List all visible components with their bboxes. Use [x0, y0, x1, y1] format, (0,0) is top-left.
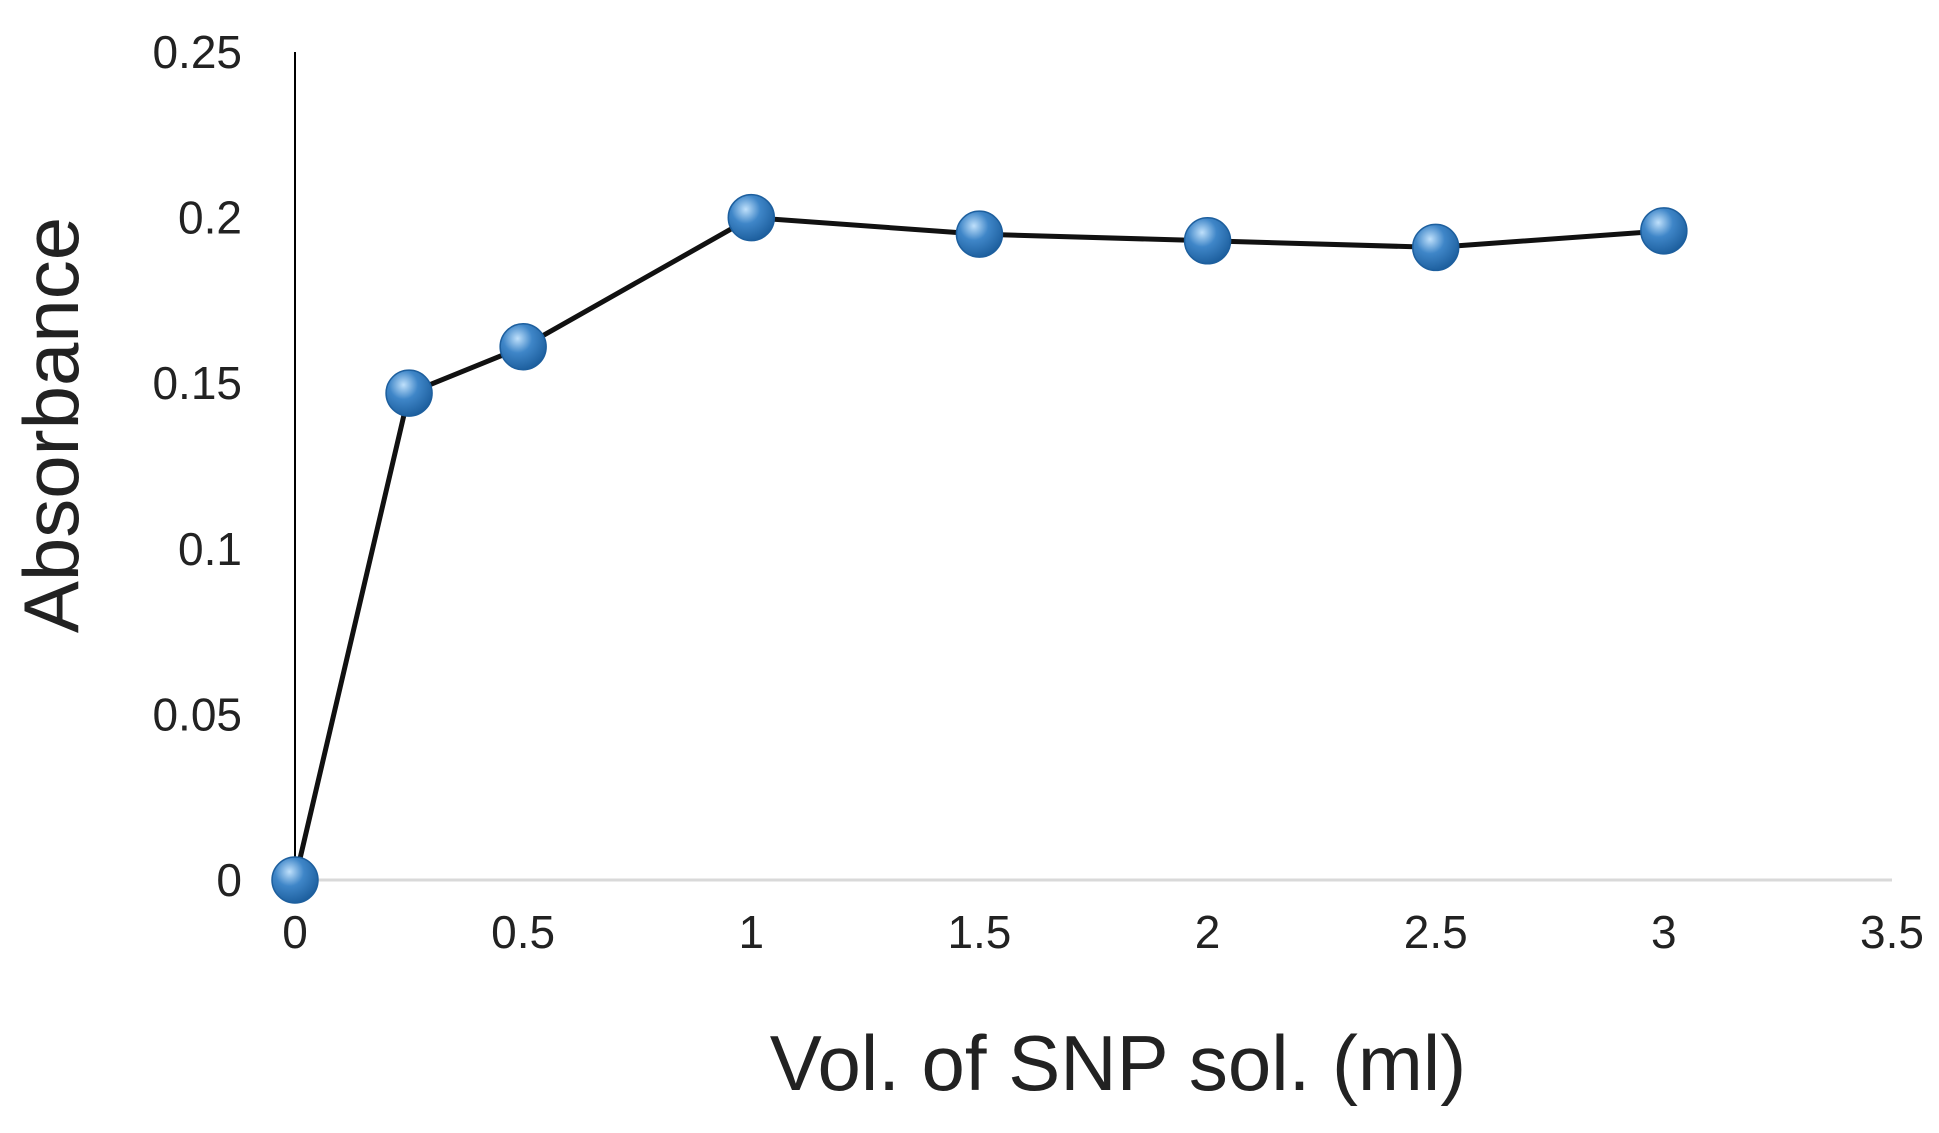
series-polyline — [292, 215, 1665, 881]
x-tick-label: 3 — [1651, 906, 1677, 958]
data-point-marker — [955, 210, 1004, 258]
data-point-marker — [1640, 207, 1688, 255]
data-point-marker — [727, 193, 776, 242]
y-tick-label: 0.1 — [178, 523, 242, 575]
y-tick-label: 0.15 — [152, 357, 242, 409]
tick-labels: 0 0.5 1 1.5 2 2.5 3 3.5 0 0.05 0.1 0.15 0.2 0.25 — [152, 26, 1924, 958]
data-points — [271, 193, 1688, 904]
y-tick-label: 0 — [216, 854, 242, 906]
x-tick-label: 2 — [1195, 906, 1221, 958]
series-line — [292, 215, 1665, 881]
x-tick-label: 0 — [282, 906, 308, 958]
x-tick-label: 0.5 — [491, 906, 555, 958]
x-tick-label: 3.5 — [1860, 906, 1924, 958]
y-tick-label: 0.05 — [152, 688, 242, 740]
data-point-marker — [271, 856, 319, 904]
axes — [294, 52, 1892, 882]
y-tick-label: 0.2 — [178, 192, 242, 244]
x-tick-label: 2.5 — [1404, 906, 1468, 958]
x-tick-label: 1.5 — [947, 906, 1011, 958]
data-point-marker — [1183, 217, 1232, 265]
data-point-marker — [499, 323, 547, 371]
data-point-marker — [385, 369, 433, 417]
y-tick-label: 0.25 — [152, 26, 242, 78]
x-axis-title: Vol. of SNP sol. (ml) — [770, 1019, 1466, 1107]
x-tick-label: 1 — [738, 906, 764, 958]
data-point-marker — [1411, 223, 1460, 272]
y-axis-title: Absorbance — [7, 217, 95, 633]
